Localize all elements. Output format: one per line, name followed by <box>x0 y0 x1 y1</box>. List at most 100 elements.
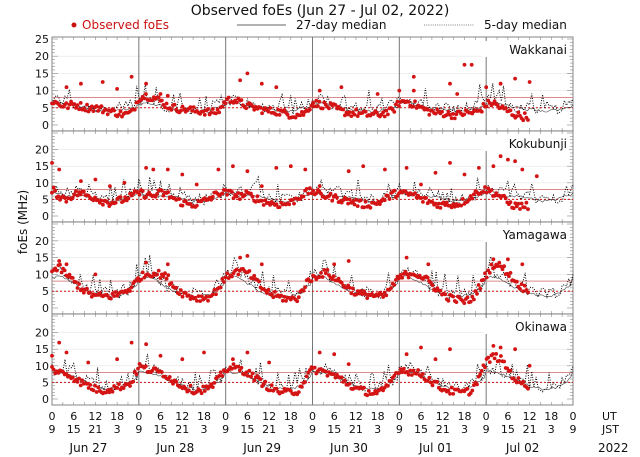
observed-point <box>155 272 160 277</box>
observed-point <box>77 376 81 381</box>
observed-point <box>475 382 479 387</box>
observed-point <box>57 340 62 345</box>
observed-point <box>137 192 142 197</box>
observed-point <box>85 286 89 291</box>
x-tick-label-jst: 15 <box>327 423 341 436</box>
observed-point <box>526 386 530 391</box>
observed-point <box>195 203 199 208</box>
observed-point <box>448 391 452 396</box>
observed-point <box>409 373 414 377</box>
observed-point <box>80 287 85 292</box>
observed-point <box>352 202 357 207</box>
observed-point <box>159 98 164 103</box>
observed-point <box>180 294 185 299</box>
observed-point <box>497 359 502 363</box>
observed-point <box>411 104 416 109</box>
station-label-bg <box>483 318 569 334</box>
observed-point <box>298 197 303 201</box>
observed-point <box>448 113 452 117</box>
observed-point <box>425 107 430 112</box>
panel-kokubunji: 0 5 10 15 20 Kokubunji <box>35 130 574 223</box>
observed-point <box>118 109 123 114</box>
observed-point <box>112 108 116 113</box>
observed-point <box>204 294 209 299</box>
observed-point <box>331 372 336 376</box>
observed-point <box>193 295 198 300</box>
observed-point <box>234 194 239 199</box>
observed-point <box>231 357 235 362</box>
observed-point <box>128 384 132 388</box>
observed-point <box>520 262 525 267</box>
observed-point <box>397 104 401 108</box>
observed-point <box>469 62 474 67</box>
observed-point <box>253 199 258 204</box>
observed-point <box>413 191 417 196</box>
observed-point <box>70 276 75 280</box>
observed-point <box>514 380 519 385</box>
observed-point <box>263 198 268 203</box>
observed-point <box>164 276 169 281</box>
observed-point <box>344 197 349 202</box>
observed-point <box>460 197 465 201</box>
observed-point <box>174 379 179 384</box>
observed-point <box>108 184 112 189</box>
observed-point <box>88 290 93 295</box>
observed-point <box>93 195 97 200</box>
x-tick-label-ut: 6 <box>331 410 338 423</box>
observed-point <box>301 288 306 293</box>
observed-point <box>473 289 478 293</box>
observed-point <box>115 87 119 91</box>
observed-point <box>285 112 290 117</box>
observed-point <box>316 104 320 108</box>
observed-point <box>290 198 295 202</box>
jst-axis-label: JST <box>601 423 619 436</box>
observed-point <box>96 109 101 113</box>
observed-point <box>406 100 411 104</box>
observed-point <box>217 110 222 115</box>
observed-point <box>99 104 104 109</box>
observed-point <box>188 105 193 110</box>
observed-point <box>408 368 413 373</box>
observed-point <box>67 102 72 107</box>
observed-point <box>425 379 430 383</box>
observed-point <box>210 194 215 199</box>
observed-point <box>50 161 54 165</box>
observed-point <box>206 107 210 112</box>
panel-wakkanai: 0 5 10 15 20 25 Wakkanai <box>35 33 574 132</box>
observed-point <box>72 102 77 106</box>
observed-point <box>218 285 223 290</box>
observed-point <box>274 166 279 170</box>
observed-point <box>362 205 366 210</box>
observed-point <box>57 259 62 263</box>
observed-point <box>198 299 203 303</box>
observed-point <box>475 292 479 296</box>
observed-point <box>435 205 440 210</box>
observed-point <box>413 99 417 104</box>
observed-point <box>179 108 183 113</box>
observed-point <box>257 279 261 284</box>
observed-point <box>355 204 360 209</box>
observed-point <box>191 105 196 109</box>
observed-point <box>261 203 266 207</box>
x-tick-label-ut: 0 <box>222 410 229 423</box>
observed-point <box>117 112 121 117</box>
observed-point <box>419 196 424 200</box>
observed-point <box>522 283 527 288</box>
observed-point <box>521 379 526 384</box>
observed-point <box>144 364 148 368</box>
x-tick-label-jst: 21 <box>88 423 102 436</box>
observed-point <box>91 388 96 393</box>
station-label-bg <box>483 135 569 151</box>
observed-point <box>156 268 161 273</box>
observed-point <box>491 344 496 348</box>
observed-point <box>252 107 257 112</box>
station-label-bg <box>483 41 569 57</box>
observed-point <box>59 270 64 275</box>
observed-point <box>107 390 112 395</box>
observed-point <box>371 391 376 396</box>
observed-point <box>131 379 136 384</box>
observed-point <box>484 85 489 90</box>
y-tick-label: 5 <box>42 102 49 115</box>
observed-point <box>179 288 183 293</box>
observed-point <box>57 167 62 172</box>
